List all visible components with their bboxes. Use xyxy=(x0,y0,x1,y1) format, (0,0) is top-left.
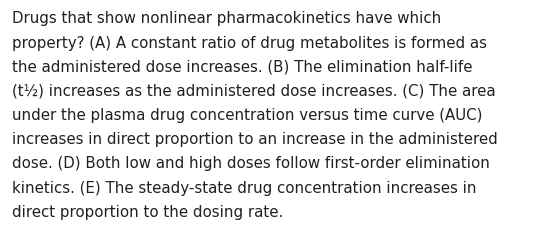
Text: (t½) increases as the administered dose increases. (C) The area: (t½) increases as the administered dose … xyxy=(12,84,496,98)
Text: Drugs that show nonlinear pharmacokinetics have which: Drugs that show nonlinear pharmacokineti… xyxy=(12,11,441,26)
Text: under the plasma drug concentration versus time curve (AUC): under the plasma drug concentration vers… xyxy=(12,108,483,123)
Text: increases in direct proportion to an increase in the administered: increases in direct proportion to an inc… xyxy=(12,132,498,147)
Text: property? (A) A constant ratio of drug metabolites is formed as: property? (A) A constant ratio of drug m… xyxy=(12,35,487,50)
Text: the administered dose increases. (B) The elimination half-life: the administered dose increases. (B) The… xyxy=(12,60,473,74)
Text: direct proportion to the dosing rate.: direct proportion to the dosing rate. xyxy=(12,204,283,219)
Text: kinetics. (E) The steady-state drug concentration increases in: kinetics. (E) The steady-state drug conc… xyxy=(12,180,477,195)
Text: dose. (D) Both low and high doses follow first-order elimination: dose. (D) Both low and high doses follow… xyxy=(12,156,490,171)
